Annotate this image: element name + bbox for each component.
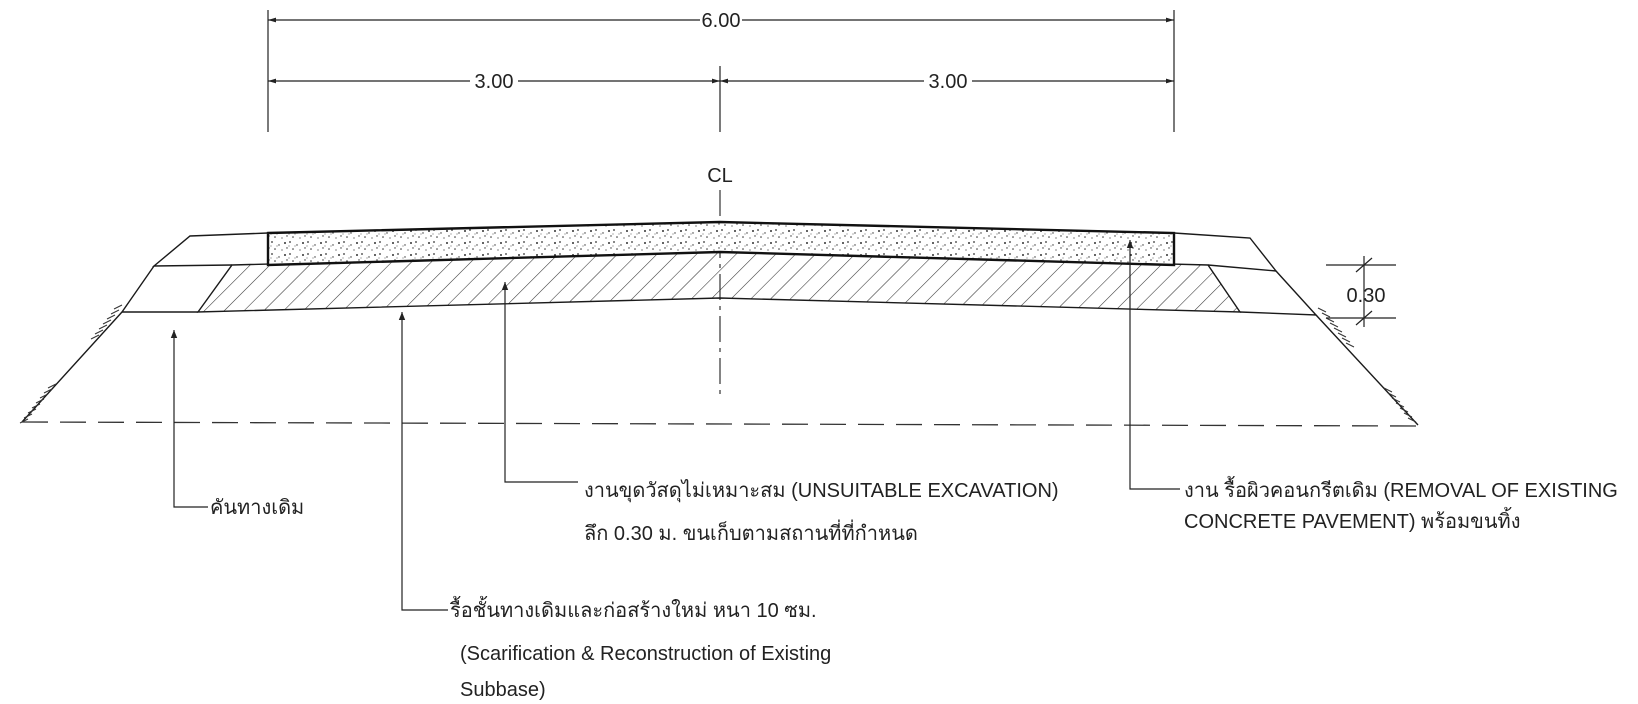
dimension-half-right: 3.00 — [929, 71, 968, 93]
leader-scarification — [398, 312, 448, 611]
leader-removal-concrete — [1126, 240, 1180, 490]
grass-hatching — [19, 304, 1417, 424]
label-unsuitable-excavation-line1: งานขุดวัสดุไม่เหมาะสม (UNSUITABLE EXCAVA… — [584, 479, 1059, 503]
label-existing-embankment: คันทางเดิม — [210, 497, 304, 519]
grass-left-upper — [90, 304, 123, 340]
dimension-lines — [267, 10, 1175, 132]
right-side-slope — [1315, 314, 1419, 426]
left-shoulder-top — [152, 232, 269, 267]
grass-left-lower — [19, 383, 57, 424]
label-unsuitable-excavation-line2: ลึก 0.30 ม. ขนเก็บตามสถานที่ที่กำหนด — [584, 519, 918, 545]
depth-dimension — [1326, 256, 1396, 327]
depth-tick-top — [1355, 257, 1373, 273]
original-ground-line — [21, 421, 1419, 427]
dimension-depth: 0.30 — [1347, 285, 1386, 307]
grass-right-upper — [1317, 307, 1355, 348]
label-scarification-line1: รื้อชั้นทางเดิมและก่อสร้างใหม่ หนา 10 ซม… — [450, 596, 817, 622]
leader-lines — [170, 240, 1180, 611]
depth-tick-bottom — [1355, 310, 1373, 326]
leader-unsuitable-excavation — [501, 282, 578, 483]
dimension-half-left: 3.00 — [475, 71, 514, 93]
grass-right-lower — [1383, 387, 1417, 423]
label-removal-line1: งาน รื้อผิวคอนกรีตเดิม (REMOVAL OF EXIST… — [1184, 476, 1618, 502]
left-side-slope — [21, 311, 123, 423]
label-scarification-line3: Subbase) — [460, 679, 546, 701]
centerline-label: CL — [707, 165, 733, 187]
right-shoulder-bottom — [1239, 270, 1318, 316]
dimension-total-width: 6.00 — [702, 10, 741, 32]
left-shoulder-bottom — [120, 265, 198, 313]
embankment-outline — [21, 232, 1419, 426]
right-shoulder-top — [1173, 232, 1278, 272]
label-scarification-line2: (Scarification & Reconstruction of Exist… — [460, 643, 831, 665]
existing-concrete-pavement — [266, 220, 1176, 267]
label-removal-line2: CONCRETE PAVEMENT) พร้อมขนทิ้ง — [1184, 507, 1520, 533]
leader-existing-embankment — [170, 330, 208, 508]
